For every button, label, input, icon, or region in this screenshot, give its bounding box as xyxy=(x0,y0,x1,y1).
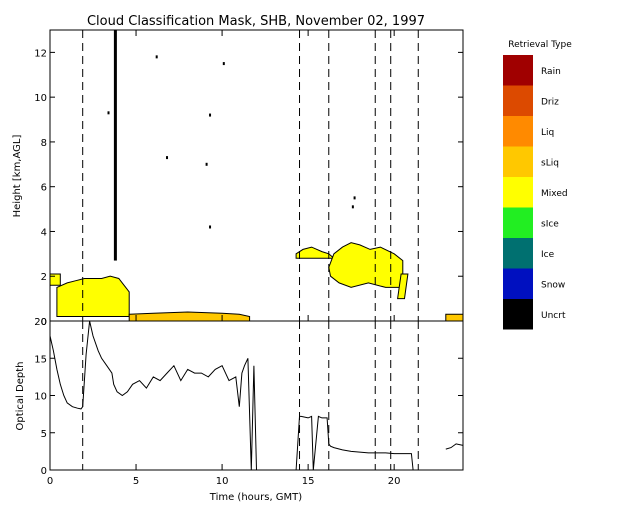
scattered-point xyxy=(222,62,225,66)
legend-label: sIce xyxy=(541,220,559,230)
y-tick-label: 10 xyxy=(34,93,47,104)
scattered-point xyxy=(205,162,208,166)
legend-swatch xyxy=(503,299,533,330)
y-tick-label: 0 xyxy=(41,317,47,328)
x-tick-label: 0 xyxy=(47,476,53,487)
legend-label: Liq xyxy=(541,128,554,138)
y-tick-label: 2 xyxy=(41,272,47,283)
cloud-region-mixed xyxy=(56,275,130,317)
scattered-point xyxy=(209,113,212,117)
uncertain-column xyxy=(113,30,117,261)
y-tick-label: 20 xyxy=(34,317,47,328)
cloud-regions xyxy=(49,30,464,322)
cloud-region-mixed xyxy=(295,246,336,259)
legend-swatch xyxy=(503,268,533,299)
legend-title: Retrieval Type xyxy=(508,40,572,50)
retrieval-type-legend: Retrieval Type Rain Driz Liq sLiq Mixed sIce I… xyxy=(503,40,572,330)
top-event-lines xyxy=(82,30,419,321)
chart-title: Cloud Classification Mask, SHB, November… xyxy=(87,14,425,29)
legend-swatch xyxy=(503,55,533,86)
legend-swatch xyxy=(503,116,533,147)
bottom-event-lines xyxy=(82,321,419,470)
y-tick-label: 10 xyxy=(34,392,47,403)
y-tick-label: 4 xyxy=(41,227,47,238)
y-tick-label: 8 xyxy=(41,138,47,149)
cloud-region-sliq xyxy=(445,313,464,322)
legend-swatch xyxy=(503,207,533,238)
legend-label: Mixed xyxy=(541,189,568,199)
legend-label: Uncrt xyxy=(541,311,566,321)
cloud-region-sliq xyxy=(128,311,251,322)
y-tick-label: 0 xyxy=(41,466,47,477)
legend-swatch xyxy=(503,177,533,208)
scattered-point xyxy=(166,156,169,160)
cloud-region-mixed xyxy=(397,273,409,300)
classification-mask-panel: 0 2 4 6 8 10 12 Height [km,AGL] xyxy=(12,29,464,328)
optical-depth-line xyxy=(49,320,464,471)
x-tick-label: 15 xyxy=(302,476,315,487)
y-tick-label: 15 xyxy=(34,354,47,365)
x-tick-label: 20 xyxy=(388,476,401,487)
legend-swatch xyxy=(503,238,533,269)
legend-label: Snow xyxy=(541,281,565,291)
legend-label: sLiq xyxy=(541,159,559,169)
legend-label: Driz xyxy=(541,98,559,108)
legend-swatch xyxy=(503,85,533,116)
y-tick-label: 6 xyxy=(41,183,47,194)
cloud-region-mixed xyxy=(328,242,404,288)
top-axis-ticks: 0 2 4 6 8 10 12 xyxy=(34,30,463,328)
scattered-point xyxy=(351,205,354,209)
x-tick-label: 10 xyxy=(216,476,229,487)
scattered-cloud-points xyxy=(107,55,356,229)
y-tick-label: 5 xyxy=(41,429,47,440)
scattered-point xyxy=(353,196,356,200)
scattered-point xyxy=(107,111,110,115)
scattered-point xyxy=(155,55,158,59)
top-y-axis-label: Height [km,AGL] xyxy=(12,135,23,218)
x-tick-label: 5 xyxy=(133,476,139,487)
legend-label: Ice xyxy=(541,250,555,260)
cloud-region-mixed xyxy=(49,273,61,286)
bottom-plot-frame xyxy=(49,320,464,471)
x-axis-label: Time (hours, GMT) xyxy=(209,492,303,503)
y-tick-label: 12 xyxy=(34,48,47,59)
scattered-point xyxy=(209,225,212,229)
legend-label: Rain xyxy=(541,67,561,77)
legend-swatch xyxy=(503,146,533,177)
bottom-y-axis-label: Optical Depth xyxy=(15,362,26,431)
